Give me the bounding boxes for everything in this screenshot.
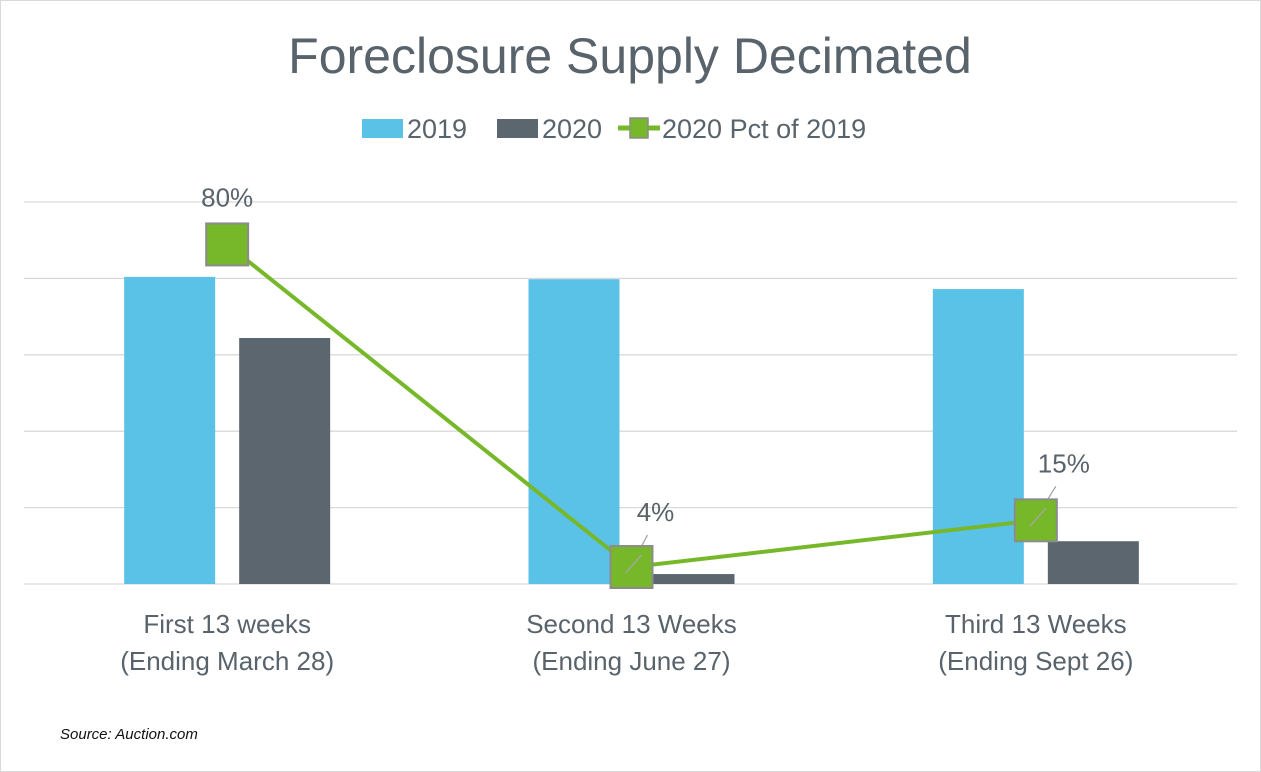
x-tick-label: Second 13 Weeks [526,609,737,639]
data-label: 80% [201,182,253,212]
legend-swatch-2020 [497,119,538,138]
x-tick-label: Third 13 Weeks [945,609,1127,639]
pct-marker [609,545,654,590]
chart-title: Foreclosure Supply Decimated [288,28,972,84]
legend-swatch-2019 [362,119,403,138]
pct-line-path [225,242,1037,570]
pct-line: 80% 4% 15% [201,182,1090,590]
data-label-leader [625,554,642,574]
bar-2020-0 [239,337,331,584]
x-tick-label: First 13 weeks [143,609,311,639]
legend-label-2019: 2019 [407,114,467,144]
data-label: 15% [1038,448,1090,478]
x-tick-label: (Ending Sept 26) [938,646,1133,676]
x-tick-label: (Ending March 28) [120,646,334,676]
bar-2019-1 [528,279,620,584]
source-note: Source: Auction.com [60,726,198,743]
bar-2019-0 [124,276,216,584]
legend-label-pct: 2020 Pct of 2019 [662,114,866,144]
legend: 2019 2020 2020 Pct of 2019 [362,114,866,144]
data-label: 4% [637,497,675,527]
bar-2020-1 [643,574,735,584]
bar-2020-2 [1047,541,1139,584]
data-label-leader [1029,507,1047,527]
x-axis-labels: First 13 weeks (Ending March 28) Second 13… [120,609,1133,676]
legend-label-2020: 2020 [542,114,602,144]
pct-marker [205,222,250,267]
bar-2019-2 [932,289,1024,584]
legend-marker-pct [629,117,649,139]
bars [124,276,1139,584]
x-tick-label: (Ending June 27) [532,646,730,676]
